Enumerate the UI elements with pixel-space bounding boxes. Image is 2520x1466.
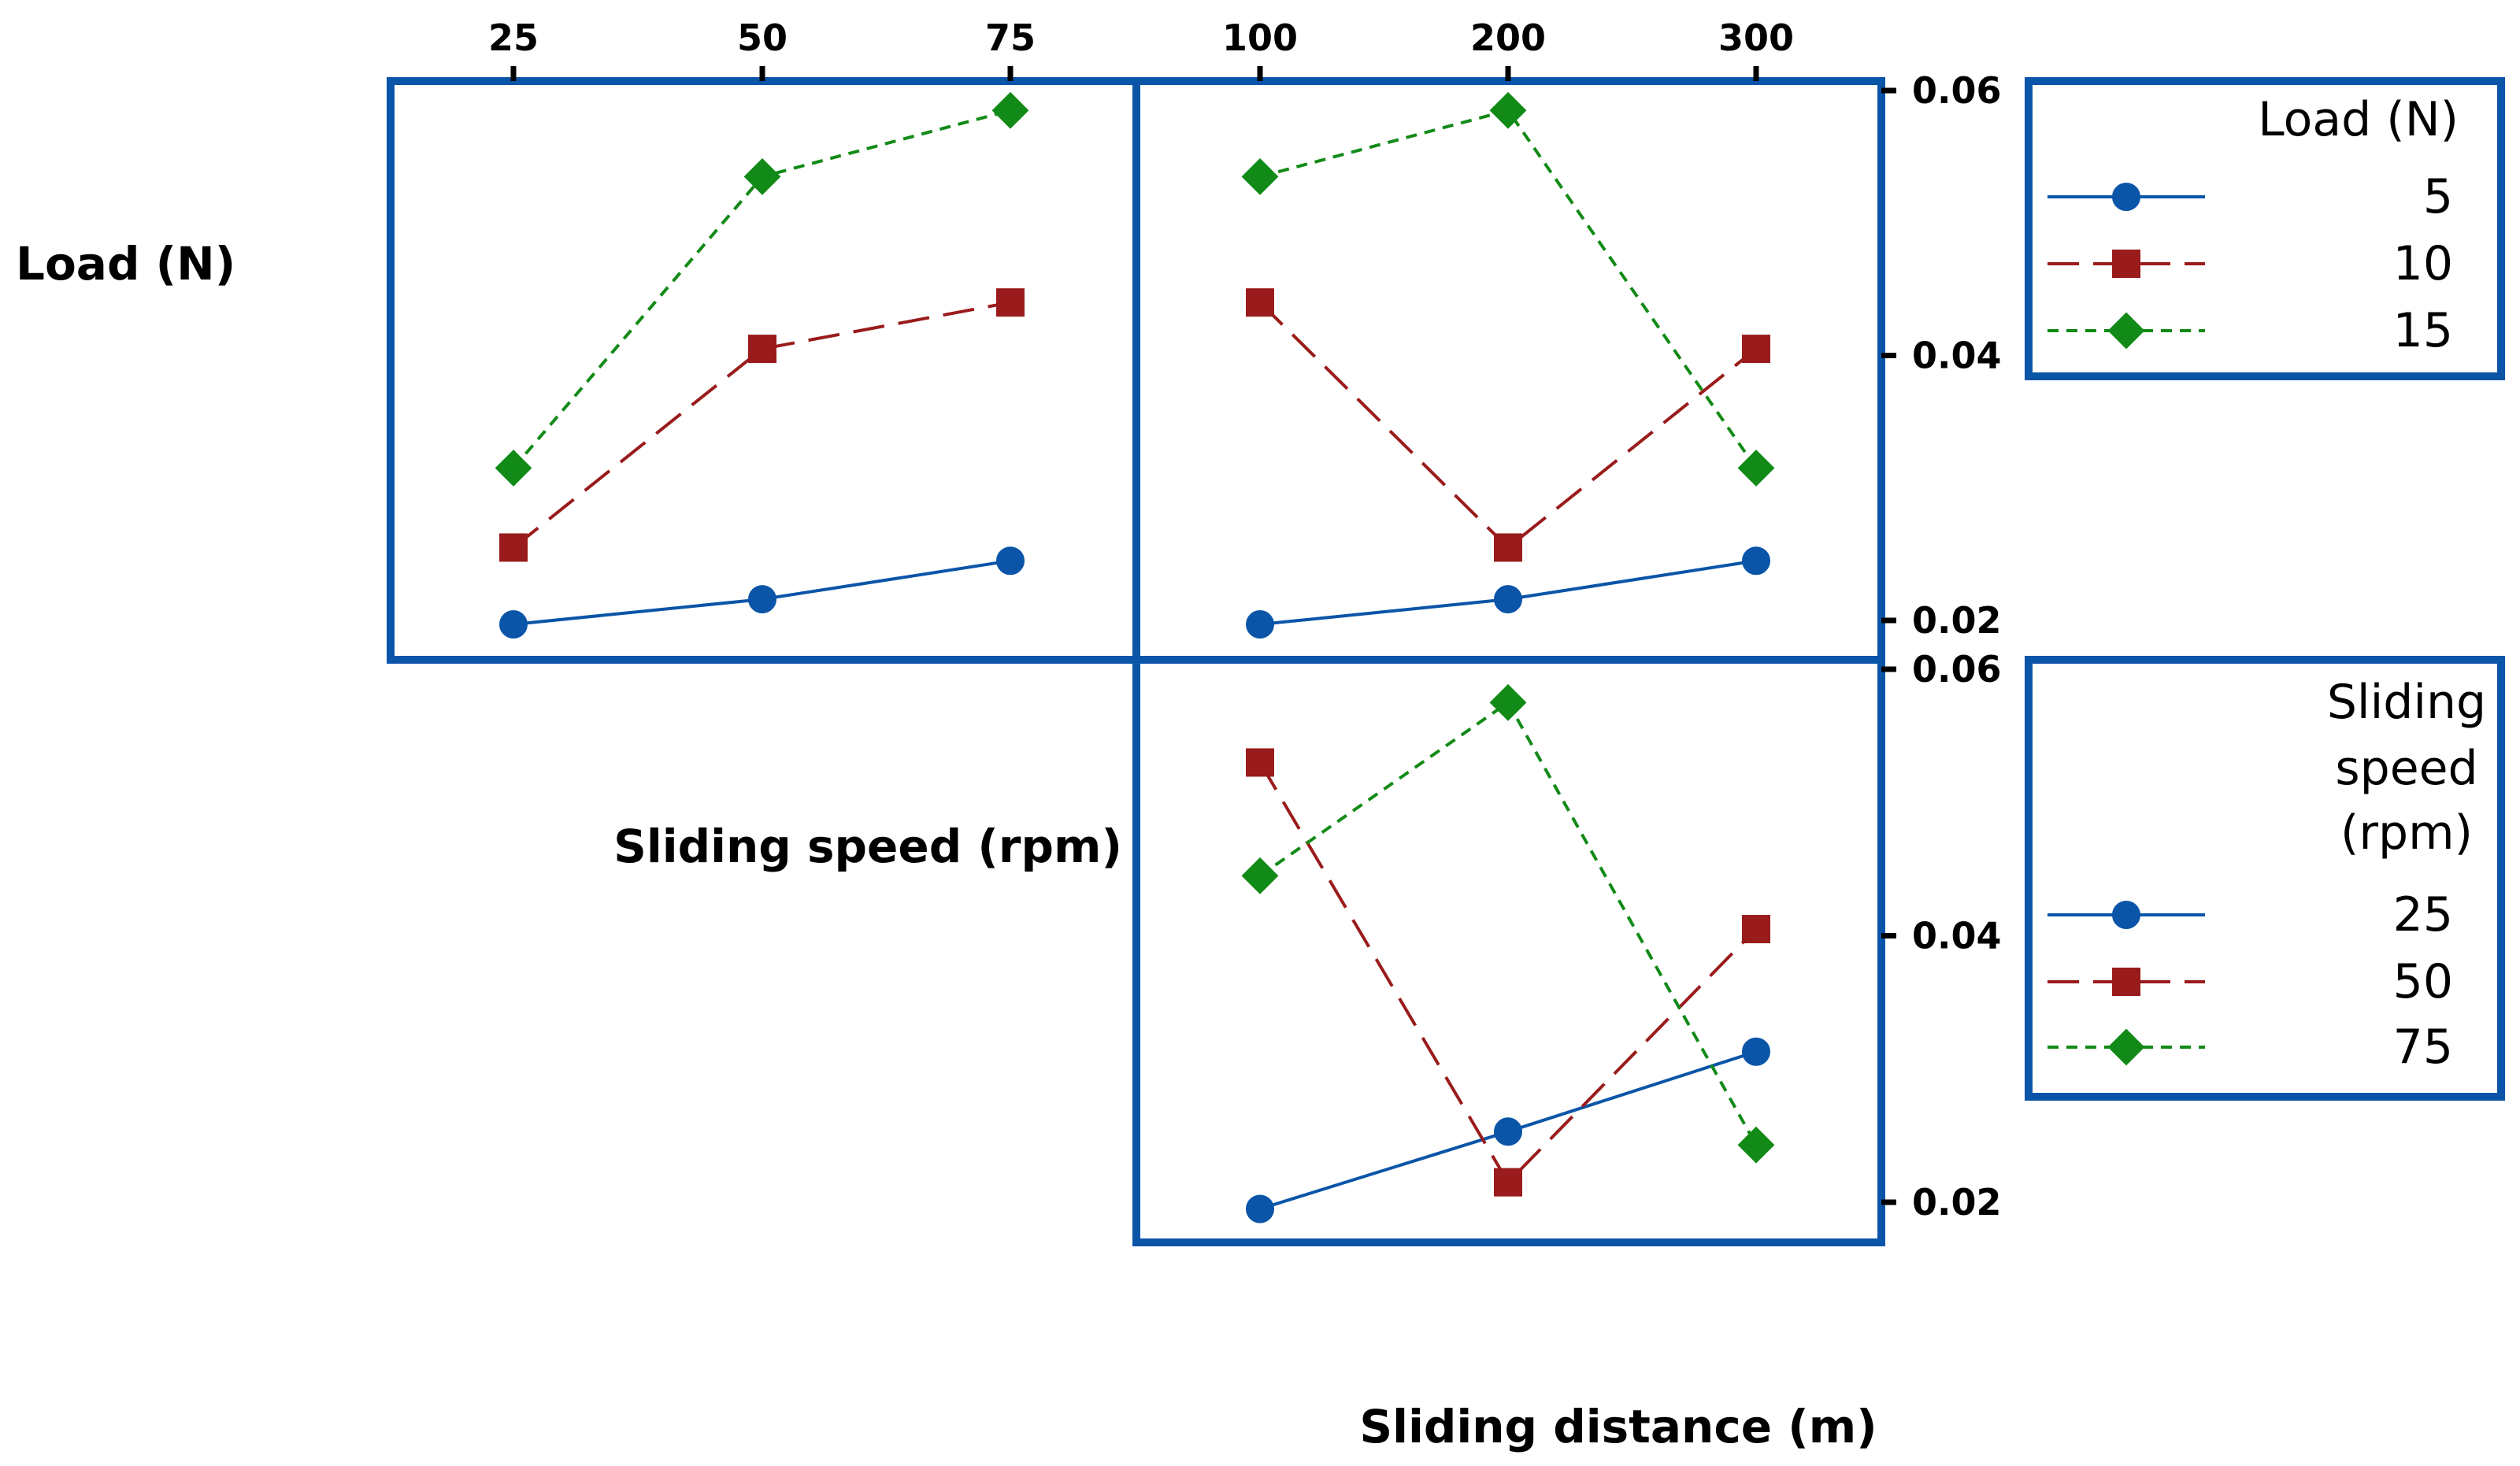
- axes-layer: 0.06 0.04 0.02 0.06 0.04 0.02 25 50 75 100 200 300: [488, 17, 2002, 1224]
- data-point: [499, 610, 528, 639]
- legend-label: 75: [2393, 1020, 2453, 1075]
- series-5: [1246, 546, 1770, 639]
- x-tick-label: 50: [737, 17, 788, 59]
- data-point: [748, 335, 776, 364]
- series-25: [1246, 1037, 1770, 1224]
- data-point: [748, 585, 776, 614]
- x-tick-label: 200: [1470, 17, 1546, 59]
- y-tick-label: 0.02: [1912, 599, 2002, 642]
- series-line: [1258, 301, 1758, 550]
- legend-label: 50: [2393, 954, 2453, 1009]
- series-15: [495, 91, 1029, 487]
- data-point: [996, 546, 1025, 576]
- data-point: [1489, 683, 1527, 721]
- legend-2: Sliding speed (rpm) 25 50 75: [2025, 656, 2505, 1101]
- legend-swatch-marker: [2107, 1028, 2145, 1066]
- legend-label: 15: [2393, 303, 2453, 358]
- data-point: [1742, 915, 1770, 944]
- data-point: [1494, 585, 1522, 614]
- panel-frames: [387, 77, 1885, 1246]
- legend-title: (rpm): [2340, 805, 2473, 861]
- data-point: [1241, 157, 1279, 195]
- data-point: [1246, 1194, 1274, 1224]
- data-point: [1246, 610, 1274, 639]
- x-axis-title: Sliding distance (m): [1359, 1400, 1877, 1453]
- data-point: [1737, 1126, 1775, 1164]
- data-point: [1742, 546, 1770, 576]
- data-point: [1737, 450, 1775, 487]
- legend-layer: Load (N) 5 10 15 Sliding speed (rpm) 25 50 75: [2025, 77, 2505, 1101]
- data-point: [1742, 1037, 1770, 1066]
- data-point: [1494, 1117, 1522, 1146]
- y-tick-label: 0.04: [1912, 915, 2002, 957]
- series-line: [1258, 700, 1758, 1146]
- data-point: [996, 288, 1025, 317]
- legend-label: 10: [2393, 236, 2453, 291]
- legend-swatch-marker: [2112, 250, 2140, 278]
- panel-speed_x_distance: [1241, 683, 1775, 1224]
- y-tick-label: 0.06: [1912, 648, 2002, 690]
- data-point: [1246, 288, 1274, 317]
- x-tick-label: 75: [985, 17, 1036, 59]
- legend-swatch-marker: [2112, 183, 2140, 211]
- series-layer: [495, 91, 1775, 1224]
- legend-swatch-marker: [2107, 312, 2145, 350]
- series-10: [1246, 288, 1770, 562]
- panel-load_x_distance: [1241, 91, 1775, 639]
- frame-bottom-row: [1132, 656, 1885, 1246]
- panel-load_x_speed: [495, 91, 1029, 639]
- series-15: [1241, 91, 1775, 487]
- series-10: [499, 288, 1025, 562]
- legend-title: Sliding: [2327, 675, 2486, 730]
- row-label-load: Load (N): [16, 237, 235, 291]
- legend-swatch-marker: [2112, 901, 2140, 929]
- series-line: [1259, 108, 1758, 469]
- legend-label: 5: [2423, 169, 2453, 224]
- series-5: [499, 546, 1025, 639]
- legend-swatch-marker: [2112, 968, 2140, 996]
- row-label-sliding-speed: Sliding speed (rpm): [613, 820, 1122, 873]
- legend-label: 25: [2393, 887, 2453, 942]
- x-tick-label: 100: [1222, 17, 1298, 59]
- data-point: [991, 91, 1029, 129]
- data-point: [1494, 533, 1522, 562]
- x-tick-label: 300: [1718, 17, 1794, 59]
- series-50: [1246, 748, 1770, 1197]
- data-point: [743, 157, 781, 195]
- data-point: [1742, 335, 1770, 364]
- legend-title: Load (N): [2258, 92, 2459, 147]
- legend-1: Load (N) 5 10 15: [2025, 77, 2505, 380]
- legend-box: [2025, 77, 2505, 380]
- data-point: [499, 533, 528, 562]
- series-75: [1241, 683, 1775, 1164]
- data-point: [1494, 1168, 1522, 1197]
- data-point: [1241, 857, 1279, 894]
- data-point: [1489, 91, 1527, 129]
- legend-title: speed: [2335, 741, 2477, 796]
- series-line: [512, 301, 1011, 550]
- y-tick-label: 0.02: [1912, 1181, 2002, 1224]
- y-tick-label: 0.04: [1912, 335, 2002, 377]
- legend-box: [2025, 656, 2505, 1101]
- data-point: [495, 450, 532, 487]
- y-tick-label: 0.06: [1912, 69, 2002, 112]
- x-tick-label: 25: [488, 17, 539, 59]
- data-point: [1246, 748, 1274, 777]
